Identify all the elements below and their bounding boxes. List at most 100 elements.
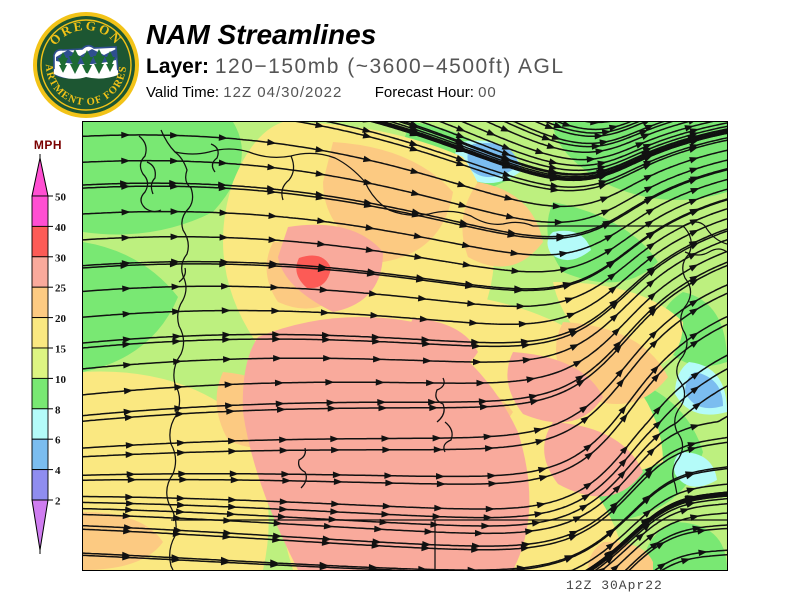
streamline-arrowhead [275,400,285,408]
streamline-arrowhead [273,355,283,362]
layer-label: Layer: [146,55,210,78]
streamline-arrowhead [551,133,561,140]
speed-contour-region [242,317,530,570]
streamline-arrowhead [692,525,702,533]
streamline-arrowhead [584,451,594,460]
speed-contour-region [643,522,727,570]
streamline-arrowhead [176,449,187,457]
streamline-arrowhead [374,525,384,533]
streamline-arrowhead [689,514,700,521]
streamline-arrowhead [123,524,133,531]
streamline-arrowhead [646,279,656,288]
streamline-arrowhead [538,474,549,482]
streamline-arrowhead [487,472,497,480]
streamline-arrowhead [178,470,188,478]
map-canvas [83,122,727,570]
speed-contour-region [296,255,331,289]
speed-contour-region [83,242,178,372]
streamline-arrowhead [271,307,281,315]
streamline-arrowhead [575,374,585,383]
streamline-arrowhead [456,125,466,132]
streamline-arrowhead [550,182,560,189]
streamline-arrowhead [125,500,135,507]
streamline-arrowhead [217,181,228,189]
streamline-arrowhead [504,194,514,201]
streamline-arrowhead [121,234,131,242]
streamline-arrowhead [279,436,289,444]
streamline-arrowhead [646,231,656,240]
streamline-arrowhead [562,283,573,290]
streamline-arrowhead [272,335,282,343]
streamline-arrowhead [179,476,189,483]
streamline-arrowhead [514,286,524,294]
streamline-arrowhead [569,344,580,351]
streamline-arrowhead [126,471,136,478]
streamline-arrowhead [609,313,619,322]
colorbar-tick-label: 4 [55,465,61,477]
streamline-arrowhead [609,501,619,511]
colorbar-tick-label: 2 [55,496,61,508]
streamline-arrowhead [461,241,472,249]
streamline-arrowhead [125,506,135,514]
streamline-arrowhead [548,158,559,165]
streamline-arrowhead [505,212,516,220]
streamline [594,497,727,570]
streamline-arrowhead [521,342,531,349]
streamline-arrowhead [552,202,562,210]
streamline-arrowhead [638,129,649,137]
streamline [590,495,727,570]
streamline-arrowhead [561,122,572,127]
streamline-arrowhead [471,342,482,350]
streamline-arrowhead [597,567,607,570]
streamline-arrowhead [600,209,611,216]
streamline-arrowhead [365,224,375,231]
streamline-arrowhead [370,311,380,319]
streamline-arrowhead [646,254,656,263]
header: OREGON DEPARTMENT OF FORESTRY NAM Stream… [0,0,800,118]
colorbar-band [31,256,49,288]
streamline-arrowhead [223,529,233,537]
colorbar-units-label: MPH [33,138,63,152]
streamline-arrowhead [511,267,521,275]
streamline [439,122,727,167]
streamline-arrowhead [697,528,707,535]
streamline-arrowhead [320,309,330,316]
map-timestamp: 12Z 30Apr22 [566,578,663,593]
streamline-arrowhead [579,504,589,512]
streamline-arrowhead [330,508,340,515]
streamline-arrowhead [601,129,612,136]
colorbar-band [31,347,49,379]
streamline-arrowhead [687,442,697,449]
streamline-arrowhead [435,473,445,480]
streamline-arrowhead [317,265,327,273]
streamline-arrowhead [169,260,179,268]
weather-map[interactable] [82,121,728,571]
valid-time-label: Valid Time: [146,84,220,101]
streamline-arrowhead [544,122,555,129]
streamline-arrowhead [643,185,654,194]
streamline-arrowhead [559,266,570,274]
valid-time-line: Valid Time: 12Z 04/30/2022 Forecast Hour… [146,83,565,102]
streamline-arrowhead [644,195,655,203]
geo-boundary [435,377,445,423]
streamline-arrowhead [268,212,278,220]
streamline-arrowhead [267,138,277,146]
streamline-arrowhead [331,500,341,508]
streamline-arrowhead [315,146,325,153]
streamline-arrowhead [368,564,378,570]
streamline-arrowhead [528,393,539,401]
streamline-arrowhead [590,122,600,126]
streamline-arrowhead [226,408,236,415]
streamline-arrowhead [597,160,607,168]
title-block: NAM Streamlines Layer: 120−150mb (~3600−… [146,20,565,102]
colorbar-tick-label: 20 [55,313,67,325]
streamline-arrowhead [455,155,466,162]
streamline-arrowhead [170,157,180,165]
forecast-hour-label: Forecast Hour: [374,84,474,101]
streamline [513,122,665,145]
streamline-arrowhead [219,209,229,217]
streamline-arrowhead [533,427,544,434]
streamline-arrowhead [419,315,429,323]
streamline-arrowhead [125,451,135,458]
streamline-arrowhead [455,131,466,139]
